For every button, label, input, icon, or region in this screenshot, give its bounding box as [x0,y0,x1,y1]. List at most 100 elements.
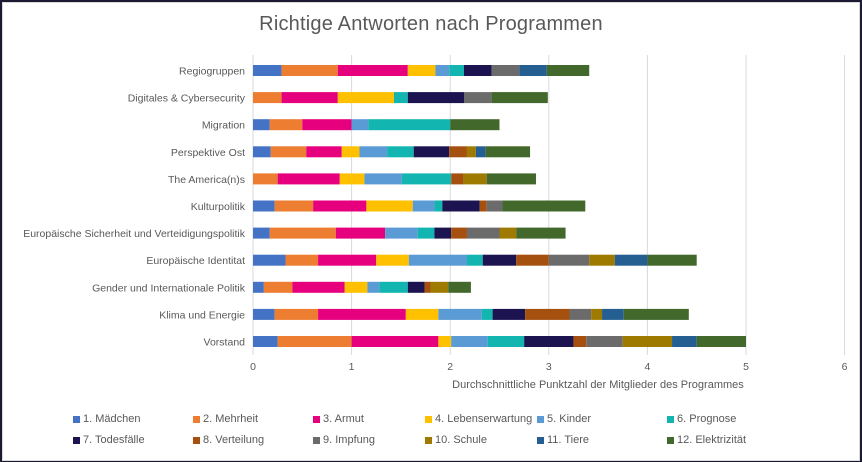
bar-segment [491,65,520,76]
bar-segment [450,119,500,131]
bar-segment [270,146,307,158]
bar-segment [623,308,689,320]
bar-segment [401,173,452,185]
bar-segment [475,146,486,158]
legend-swatch [313,436,320,444]
legend-label: 8. Verteilung [203,434,265,446]
bar-segment [463,173,487,185]
bar-segment [449,65,465,76]
legend-label: 2. Mehrheit [203,413,259,425]
bar-segment [430,281,449,293]
legend-item: 7. Todesfälle [73,434,193,446]
bar-segment [405,308,439,320]
bar-segment [408,254,467,266]
category-label: Migration [202,120,245,132]
bar-segment [274,200,314,212]
bar-segment [366,200,413,212]
bar-segment [492,308,526,320]
legend-item: 4. Lebenserwartung [425,413,537,425]
bar-segment [586,336,623,347]
bar-segment [318,308,406,320]
legend-label: 6. Prognose [677,413,737,425]
legend-item: 1. Mädchen [73,413,193,425]
legend-item: 11. Tiere [537,434,667,446]
bar-segment [499,227,517,239]
bar-segment [486,200,503,212]
bar-segment [672,336,697,347]
bar-segment [466,227,500,239]
bar-segment [253,146,271,158]
bar-segment [466,254,483,266]
bar-segment [696,336,746,347]
bar-segment [277,173,340,185]
bar-segment [263,281,293,293]
bar-segment [407,281,425,293]
legend-swatch [537,415,544,423]
category-label: Perspektive Ost [171,147,245,159]
bar-segment [393,92,408,104]
bar-segment [481,308,493,320]
bar-segment [548,254,590,266]
x-tick-label: 4 [644,361,650,373]
bar-segment [253,227,270,239]
bar-segment [367,281,380,293]
category-label: Klima und Energie [159,309,245,321]
bar-segment [281,65,338,76]
bar-segment [442,200,480,212]
legend-item: 9. Impfung [313,434,425,446]
bar-segment [269,119,303,131]
category-label: The America(n)s [168,174,245,186]
bar-segment [451,336,488,347]
bar-segment [482,254,517,266]
bar-segment [516,227,566,239]
x-tick-label: 3 [546,361,552,373]
bar-segment [424,281,431,293]
bar-segment [413,146,450,158]
legend-swatch [193,415,200,423]
category-label: Digitales & Cybersecurity [128,93,246,105]
bar-segment [364,173,402,185]
bar-segment [602,308,624,320]
bar-segment [589,254,615,266]
bar-segment [435,65,450,76]
bar-segment [253,200,275,212]
legend-label: 5. Kinder [547,413,592,425]
legend-swatch [193,436,200,444]
legend-item: 3. Armut [313,413,425,425]
bar-segment [277,336,352,347]
legend-swatch [425,415,432,423]
legend-label: 3. Armut [323,413,364,425]
bar-segment [569,308,592,320]
legend-label: 9. Impfung [323,434,375,446]
x-tick-label: 1 [349,361,355,373]
bar-segment [479,200,487,212]
bar-segment [451,173,464,185]
legend: 1. Mädchen 2. Mehrheit 3. Armut 4. Lebenser… [73,413,833,446]
bar-segment [622,336,673,347]
bar-segment [318,254,377,266]
bar-segment [253,308,275,320]
bar-segment [302,119,352,131]
bar-segment [344,281,368,293]
bar-segment [269,227,336,239]
bar-segment [253,92,282,104]
plot-area: 0 1 2 3 4 5 6 Durchschnittliche Punktzahl der M… [23,55,848,391]
bar-segment [285,254,319,266]
legend-label: 7. Todesfälle [83,434,145,446]
category-label: Europäische Identitat [146,255,245,267]
bar-segment [466,146,476,158]
bar-segment [335,227,386,239]
bar-segment [253,281,264,293]
category-label: Europäische Sicherheit und Verteidigungs… [23,228,246,240]
bar-segment [573,336,587,347]
bar-segment [253,173,278,185]
bar-segment [486,173,536,185]
bar-segment [614,254,648,266]
bar-segment [525,308,570,320]
bar-segment [448,281,471,293]
bar-segment [292,281,345,293]
x-tick-label: 5 [743,361,749,373]
bar-segment [351,336,439,347]
bar-segment [253,65,282,76]
